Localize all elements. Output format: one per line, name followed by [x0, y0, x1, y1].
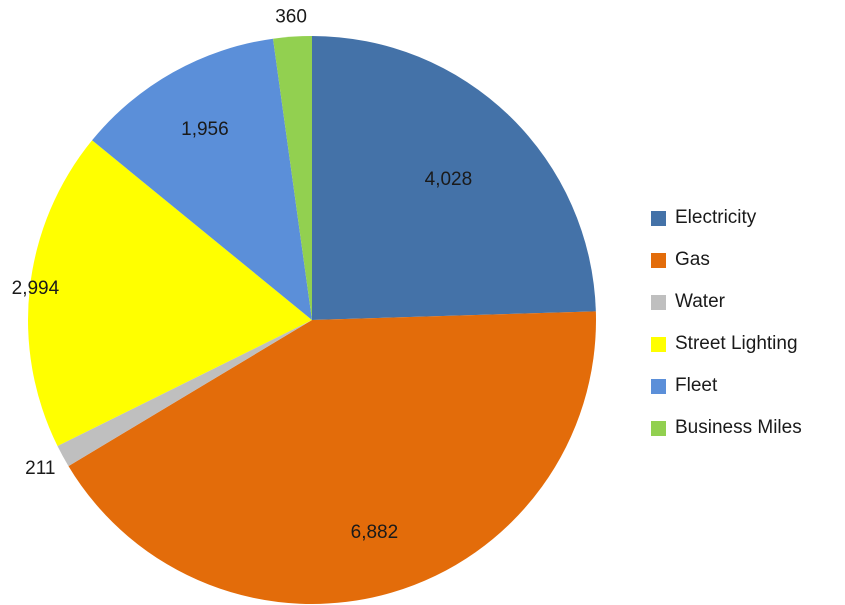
legend-label-gas: Gas	[675, 249, 710, 270]
legend-label-electricity: Electricity	[675, 207, 757, 228]
legend-label-street-lighting: Street Lighting	[675, 333, 798, 354]
legend-swatch-gas	[651, 252, 666, 268]
legend-swatch-electricity	[651, 210, 666, 226]
legend-swatch-fleet	[651, 378, 666, 394]
legend-item-electricity: Electricity	[651, 197, 802, 239]
legend-swatch-business-miles	[651, 420, 666, 436]
pie-slice-water	[57, 320, 312, 467]
chart-legend: Electricity Gas Water Street Lighting Fl…	[651, 197, 802, 449]
pie-slice-electricity	[312, 36, 596, 320]
data-label-water: 211	[25, 458, 55, 479]
pie-slice-street-lighting	[28, 140, 312, 447]
data-label-business-miles: 360	[275, 6, 307, 27]
pie-slice-gas	[68, 311, 597, 605]
data-label-fleet: 1,956	[181, 119, 229, 140]
data-label-gas: 6,882	[351, 522, 399, 543]
legend-label-business-miles: Business Miles	[675, 417, 802, 438]
pie-slices	[28, 36, 597, 605]
legend-label-fleet: Fleet	[675, 375, 718, 396]
pie-data-labels: 4,028 6,882 211 2,994 1,956 360	[12, 6, 473, 543]
data-label-electricity: 4,028	[425, 169, 473, 190]
legend-item-gas: Gas	[651, 239, 802, 281]
legend-label-water: Water	[675, 291, 725, 312]
pie-slice-business-miles	[273, 36, 312, 320]
legend-item-water: Water	[651, 281, 802, 323]
data-label-street-lighting: 2,994	[12, 278, 60, 299]
legend-swatch-street-lighting	[651, 336, 666, 352]
legend-item-business-miles: Business Miles	[651, 407, 802, 449]
legend-item-fleet: Fleet	[651, 365, 802, 407]
legend-swatch-water	[651, 294, 666, 310]
pie-slice-fleet	[92, 38, 312, 320]
legend-item-street-lighting: Street Lighting	[651, 323, 802, 365]
